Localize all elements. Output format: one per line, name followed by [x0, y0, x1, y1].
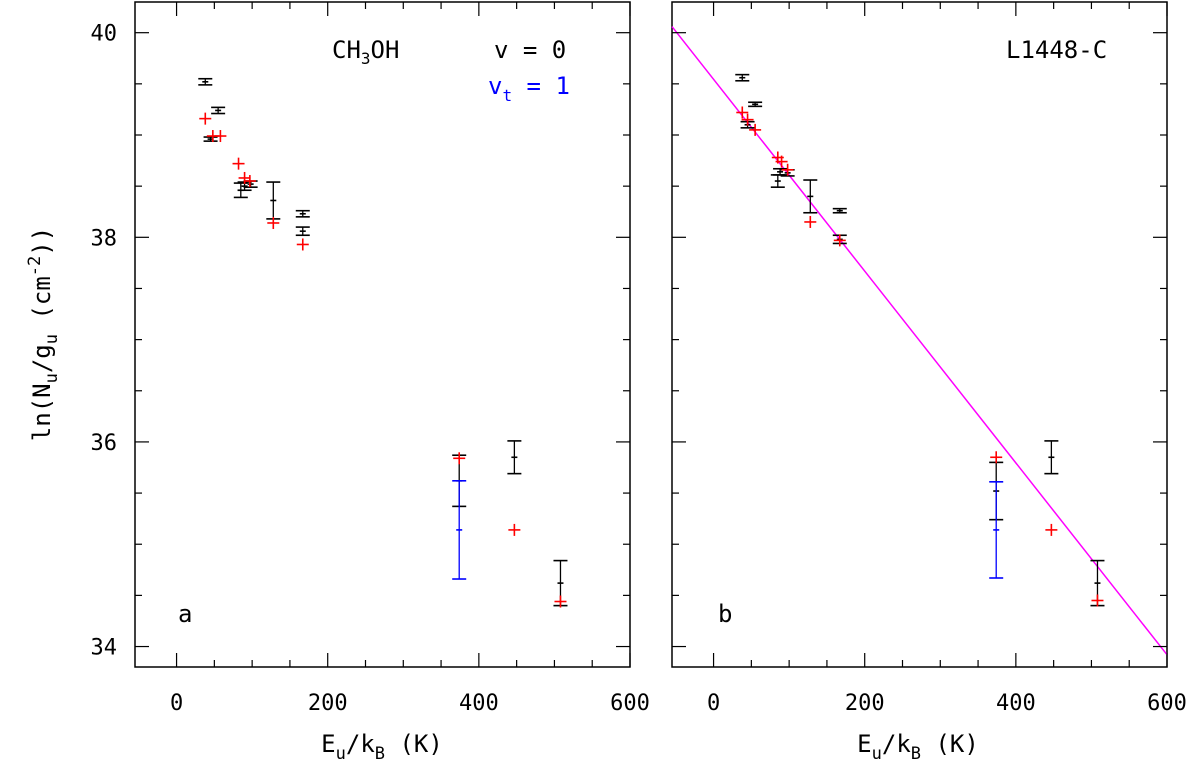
x-tick-label: 0 — [170, 691, 183, 716]
model-point — [833, 234, 846, 247]
panel-b-label: b — [718, 600, 732, 628]
panel-a-x-axis-label: Eu/kB (K) — [321, 730, 443, 764]
panel-b-y-ticks — [672, 32, 1167, 648]
error-bar-point — [773, 167, 788, 176]
x-tick-label: 600 — [1147, 691, 1187, 716]
model-point — [749, 123, 762, 136]
model-point — [508, 523, 521, 536]
model-point — [736, 106, 749, 119]
panel-a-y-ticks: 34 36 38 40 — [91, 22, 630, 661]
panel-a-label: a — [178, 600, 192, 628]
species-label: CH3OH — [332, 36, 399, 68]
error-bar-point — [452, 479, 467, 580]
x-tick-label: 200 — [308, 691, 348, 716]
error-bar-point — [266, 181, 281, 220]
panel-a: 0 200 400 600 34 36 38 40 a CH3OH v = 0 vt = 1… — [25, 1, 650, 764]
error-bar-point — [211, 106, 226, 115]
error-bar-point — [203, 136, 218, 142]
model-point — [804, 215, 817, 228]
legend-vt1: vt = 1 — [488, 72, 570, 105]
model-point — [232, 157, 245, 170]
model-point — [453, 452, 466, 465]
error-bar-point — [832, 207, 847, 214]
y-tick-label: 40 — [91, 22, 118, 47]
model-point — [1045, 523, 1058, 536]
model-point — [990, 451, 1003, 464]
source-label: L1448-C — [1006, 36, 1107, 64]
error-bar-point — [748, 101, 763, 108]
panel-b-frame — [671, 1, 1168, 668]
panel-b: 0 200 400 600 b L1448-C Eu/kB (K) — [671, 1, 1187, 764]
error-bar-point — [1044, 440, 1059, 475]
error-bar-point — [198, 77, 213, 86]
model-point — [267, 216, 280, 229]
x-tick-label: 0 — [707, 691, 720, 716]
error-bar-point — [989, 481, 1004, 579]
error-bar-point — [507, 440, 522, 475]
panel-a-x-ticks: 0 200 400 600 — [170, 2, 650, 716]
panel-b-x-ticks: 0 200 400 600 — [707, 2, 1187, 716]
model-point — [243, 175, 256, 188]
model-point — [775, 155, 788, 168]
error-bar-point — [295, 226, 310, 237]
panel-b-marks — [735, 73, 1105, 607]
x-tick-label: 400 — [459, 691, 499, 716]
panel-b-x-axis-label: Eu/kB (K) — [857, 730, 979, 764]
y-tick-label: 36 — [91, 431, 118, 456]
error-bar-point — [295, 209, 310, 218]
model-point — [296, 238, 309, 251]
x-tick-label: 200 — [845, 691, 885, 716]
model-point — [199, 112, 212, 125]
model-point — [781, 163, 794, 176]
y-axis-label: ln(Nu/gu (cm-2)) — [25, 227, 62, 441]
y-tick-label: 34 — [91, 636, 118, 661]
x-tick-label: 600 — [610, 691, 650, 716]
model-point — [238, 171, 251, 184]
model-point — [1091, 594, 1104, 607]
error-bar-point — [735, 73, 750, 82]
model-point — [741, 113, 754, 126]
legend-v0: v = 0 — [494, 36, 566, 64]
panel-a-marks — [198, 77, 568, 608]
error-bar-point — [803, 179, 818, 214]
x-tick-label: 400 — [996, 691, 1036, 716]
panel-a-frame — [134, 1, 631, 668]
error-bar-point — [770, 174, 785, 188]
y-tick-label: 38 — [91, 226, 118, 251]
model-point — [554, 595, 567, 608]
model-point — [214, 130, 227, 143]
